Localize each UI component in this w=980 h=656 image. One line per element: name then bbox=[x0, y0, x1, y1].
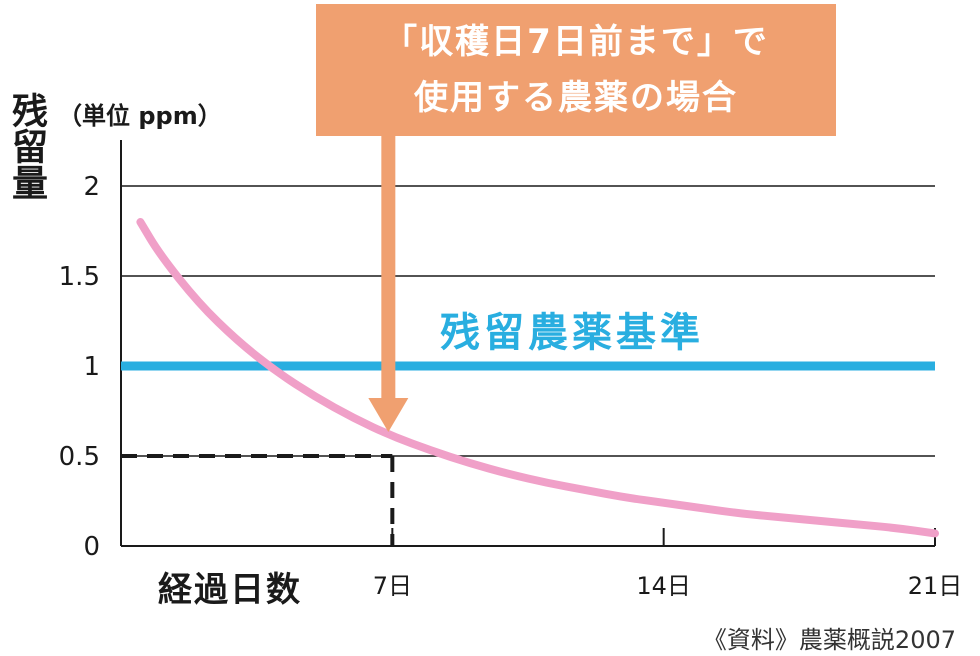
y-tick-label: 0.5 bbox=[59, 442, 100, 472]
y-tick-label: 1.5 bbox=[59, 262, 100, 292]
y-tick-label: 1 bbox=[83, 352, 100, 382]
y-axis-label: 残留量 bbox=[4, 92, 48, 211]
source-note: 《資料》農薬概説2007 bbox=[702, 626, 956, 654]
annotation-line-2: 使用する農薬の場合 bbox=[414, 78, 738, 118]
axes bbox=[120, 140, 935, 547]
arrow-shaft bbox=[381, 134, 396, 400]
x-tick-label: 21日 bbox=[908, 572, 963, 600]
series-line bbox=[136, 218, 939, 538]
y-tick-label: 2 bbox=[83, 172, 100, 202]
x-tick-label: 7日 bbox=[373, 572, 412, 600]
y-tick-labels: 0 0.5 1 1.5 2 bbox=[59, 172, 100, 562]
reference-line-label: 残留農薬基準 bbox=[440, 310, 704, 356]
decay-curve bbox=[136, 218, 939, 538]
x-tick-labels: 7日 14日 21日 bbox=[373, 528, 963, 600]
y-axis-title: 残留量 bbox=[6, 92, 47, 200]
annotation-line-1: 「収穫日7日前まで」で bbox=[383, 22, 769, 62]
y-tick-label: 0 bbox=[83, 532, 100, 562]
annotation-callout: 「収穫日7日前まで」で 使用する農薬の場合 bbox=[316, 4, 836, 136]
annotation-arrow bbox=[368, 134, 409, 432]
dashed-marker bbox=[121, 454, 395, 546]
x-axis-label: 経過日数 bbox=[158, 570, 302, 610]
x-tick-label: 14日 bbox=[636, 572, 691, 600]
y-axis-unit: （単位 ppm） bbox=[58, 102, 222, 130]
arrow-head bbox=[368, 398, 409, 432]
